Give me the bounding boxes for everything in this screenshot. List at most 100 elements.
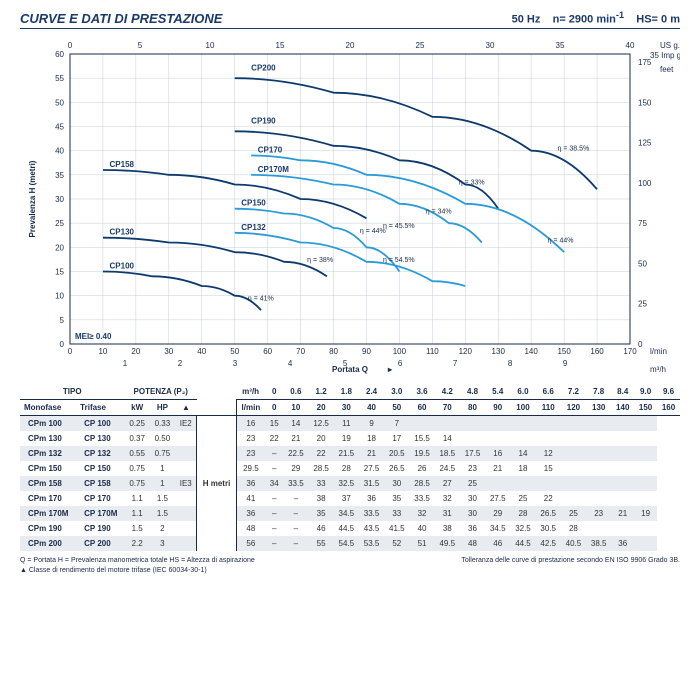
svg-text:90: 90 xyxy=(362,347,371,356)
svg-text:35: 35 xyxy=(55,170,64,179)
svg-text:η = 33%: η = 33% xyxy=(459,179,485,186)
svg-text:50: 50 xyxy=(55,98,64,107)
title: CURVE E DATI DI PRESTAZIONE xyxy=(20,11,222,26)
svg-text:150: 150 xyxy=(557,347,571,356)
svg-text:40: 40 xyxy=(197,347,206,356)
svg-text:35: 35 xyxy=(556,41,565,50)
svg-text:125: 125 xyxy=(638,138,652,147)
svg-text:25: 25 xyxy=(638,299,647,308)
svg-text:0: 0 xyxy=(68,347,73,356)
table-row: CPm 200CP 2002.2356––5554.553.5525149.54… xyxy=(20,536,680,551)
svg-text:100: 100 xyxy=(393,347,407,356)
hdr-tipo: TIPO xyxy=(20,384,125,400)
svg-text:l/min: l/min xyxy=(650,347,667,356)
svg-text:20: 20 xyxy=(131,347,140,356)
svg-text:m³/h: m³/h xyxy=(650,365,666,374)
svg-text:160: 160 xyxy=(590,347,604,356)
svg-text:CP132: CP132 xyxy=(241,222,266,231)
svg-text:1: 1 xyxy=(123,359,128,368)
svg-text:5: 5 xyxy=(60,315,65,324)
svg-text:55: 55 xyxy=(55,74,64,83)
svg-text:CP170: CP170 xyxy=(258,145,283,154)
svg-text:CP170M: CP170M xyxy=(258,164,289,173)
svg-text:Portata Q: Portata Q xyxy=(332,365,368,374)
svg-text:40: 40 xyxy=(626,41,635,50)
svg-text:50: 50 xyxy=(230,347,239,356)
svg-text:η = 45.5%: η = 45.5% xyxy=(383,223,415,230)
svg-text:5: 5 xyxy=(138,41,143,50)
table-row: CPm 190CP 1901.5248––4644.543.541.540383… xyxy=(20,521,680,536)
svg-text:60: 60 xyxy=(55,50,64,59)
table-row: CPm 150CP 1500.75129.5–2928.52827.526.52… xyxy=(20,461,680,476)
svg-text:η = 38%: η = 38% xyxy=(307,256,333,263)
table-row: CPm 170MCP 170M1.11.536––3534.533.533323… xyxy=(20,506,680,521)
svg-text:MEI≥ 0.40: MEI≥ 0.40 xyxy=(75,332,112,341)
svg-text:CP100: CP100 xyxy=(110,261,135,270)
svg-text:Prevalenza H (metri): Prevalenza H (metri) xyxy=(28,160,37,237)
svg-text:CP190: CP190 xyxy=(251,116,276,125)
svg-text:feet: feet xyxy=(660,65,674,74)
data-table: TIPOPOTENZA (P₂)m³/h00.61.21.82.43.03.64… xyxy=(20,384,680,551)
svg-text:50: 50 xyxy=(638,259,647,268)
svg-text:80: 80 xyxy=(329,347,338,356)
svg-text:0: 0 xyxy=(638,340,643,349)
svg-text:140: 140 xyxy=(524,347,538,356)
svg-text:175: 175 xyxy=(638,58,652,67)
table-row: CPm 170CP 1701.11.541––3837363533.532302… xyxy=(20,491,680,506)
svg-text:0: 0 xyxy=(60,340,65,349)
header-right: 50 Hz n= 2900 min-1 HS= 0 m xyxy=(512,10,680,26)
svg-text:170: 170 xyxy=(623,347,637,356)
footer-iec: ▲ Classe di rendimento del motore trifas… xyxy=(20,567,255,574)
svg-text:25: 25 xyxy=(416,41,425,50)
footer: Q = Portata H = Prevalenza manometrica t… xyxy=(20,557,680,574)
svg-text:η = 44%: η = 44% xyxy=(360,227,386,234)
svg-text:5: 5 xyxy=(343,359,348,368)
svg-text:η = 44%: η = 44% xyxy=(548,237,574,244)
svg-text:150: 150 xyxy=(638,98,652,107)
hdr-potenza: POTENZA (P₂) xyxy=(125,384,197,400)
svg-text:η = 38.5%: η = 38.5% xyxy=(558,145,590,152)
svg-text:25: 25 xyxy=(55,219,64,228)
svg-text:20: 20 xyxy=(346,41,355,50)
svg-text:20: 20 xyxy=(55,243,64,252)
svg-text:75: 75 xyxy=(638,219,647,228)
svg-text:CP150: CP150 xyxy=(241,198,266,207)
footer-tolerance: Tolleranza delle curve di prestazione se… xyxy=(461,557,680,574)
svg-text:η = 41%: η = 41% xyxy=(248,295,274,302)
svg-text:35 Imp g.p.m.: 35 Imp g.p.m. xyxy=(650,51,680,60)
svg-text:3: 3 xyxy=(233,359,238,368)
svg-text:30: 30 xyxy=(486,41,495,50)
svg-text:45: 45 xyxy=(55,122,64,131)
svg-text:6: 6 xyxy=(398,359,403,368)
svg-text:10: 10 xyxy=(55,291,64,300)
performance-chart: 0102030405060708090100110120130140150160… xyxy=(20,34,680,374)
table-row: CPm 132CP 1320.550.7523–22.52221.52120.5… xyxy=(20,446,680,461)
svg-text:70: 70 xyxy=(296,347,305,356)
svg-text:15: 15 xyxy=(55,267,64,276)
footer-legend: Q = Portata H = Prevalenza manometrica t… xyxy=(20,557,255,564)
svg-text:8: 8 xyxy=(508,359,513,368)
svg-text:0: 0 xyxy=(68,41,73,50)
svg-text:120: 120 xyxy=(459,347,473,356)
svg-text:η = 34%: η = 34% xyxy=(426,208,452,215)
table-row: CPm 158CP 1580.751IE3363433.53332.531.53… xyxy=(20,476,680,491)
svg-text:CP200: CP200 xyxy=(251,63,276,72)
table-row: CPm 130CP 1300.370.502322212019181715.51… xyxy=(20,431,680,446)
svg-text:▸: ▸ xyxy=(387,365,393,374)
svg-text:110: 110 xyxy=(426,347,439,356)
svg-text:15: 15 xyxy=(276,41,285,50)
svg-text:30: 30 xyxy=(164,347,173,356)
svg-text:30: 30 xyxy=(55,195,64,204)
svg-text:10: 10 xyxy=(98,347,107,356)
svg-text:9: 9 xyxy=(563,359,568,368)
header: CURVE E DATI DI PRESTAZIONE 50 Hz n= 290… xyxy=(20,10,680,29)
svg-text:100: 100 xyxy=(638,179,652,188)
svg-text:CP158: CP158 xyxy=(110,160,135,169)
svg-text:40: 40 xyxy=(55,146,64,155)
svg-text:η = 54.5%: η = 54.5% xyxy=(383,256,415,263)
svg-text:4: 4 xyxy=(288,359,293,368)
svg-text:60: 60 xyxy=(263,347,272,356)
table-row: CPm 100CP 1000.250.33IE2H metri16151412.… xyxy=(20,415,680,431)
svg-text:US g.p.m.: US g.p.m. xyxy=(660,41,680,50)
svg-text:130: 130 xyxy=(492,347,506,356)
